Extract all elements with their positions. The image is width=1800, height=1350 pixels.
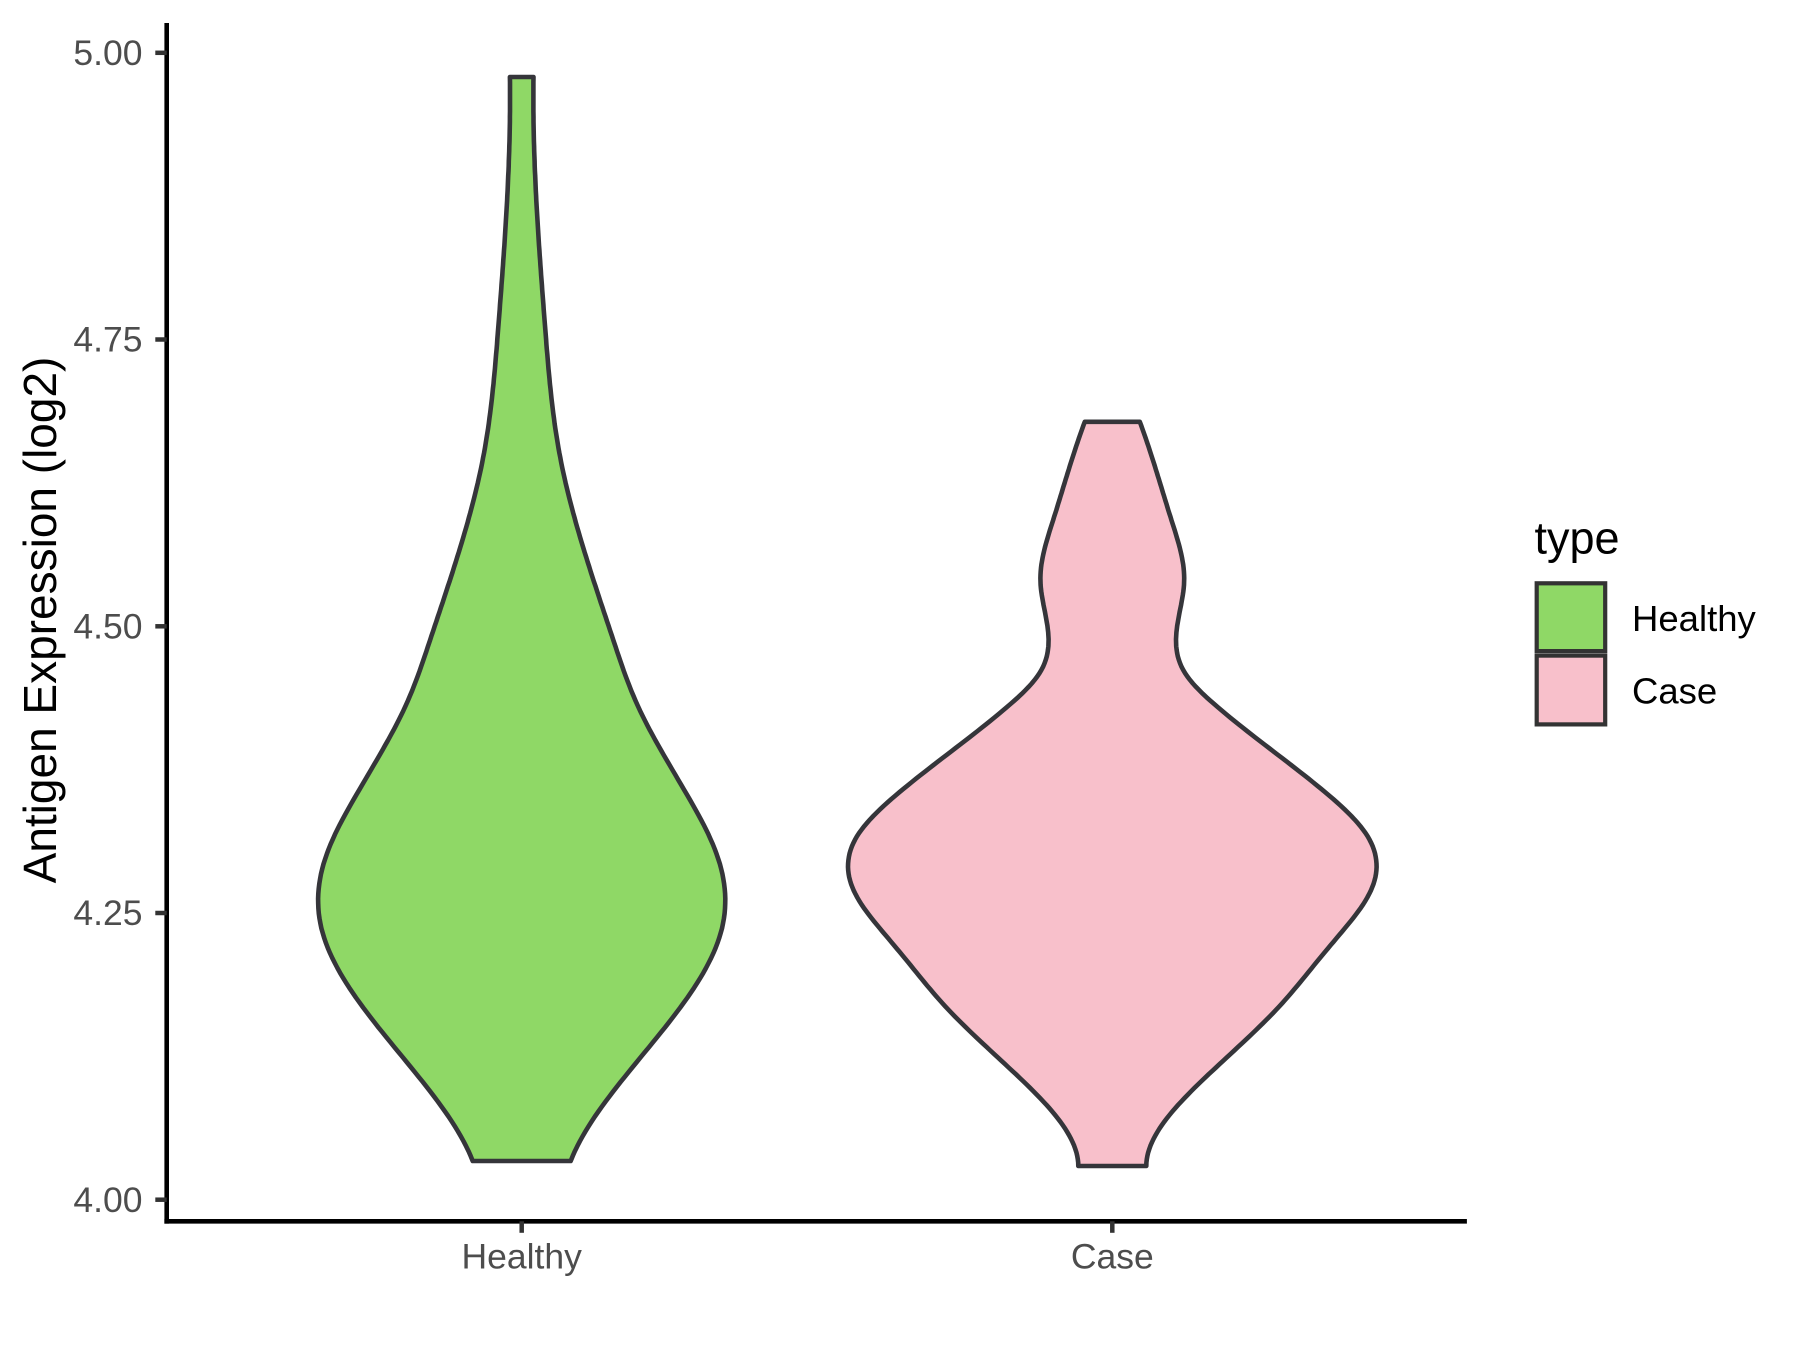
- svg-text:Healthy: Healthy: [1632, 598, 1757, 639]
- svg-text:5.00: 5.00: [73, 33, 142, 73]
- svg-text:Healthy: Healthy: [462, 1237, 583, 1277]
- svg-text:4.00: 4.00: [73, 1180, 142, 1220]
- svg-text:type: type: [1535, 513, 1620, 564]
- svg-text:4.75: 4.75: [73, 320, 142, 360]
- svg-text:Case: Case: [1632, 671, 1717, 712]
- svg-text:Antigen Expression (log2): Antigen Expression (log2): [14, 357, 66, 884]
- svg-text:4.25: 4.25: [73, 893, 142, 933]
- svg-text:Case: Case: [1071, 1237, 1154, 1277]
- svg-text:4.50: 4.50: [73, 607, 142, 647]
